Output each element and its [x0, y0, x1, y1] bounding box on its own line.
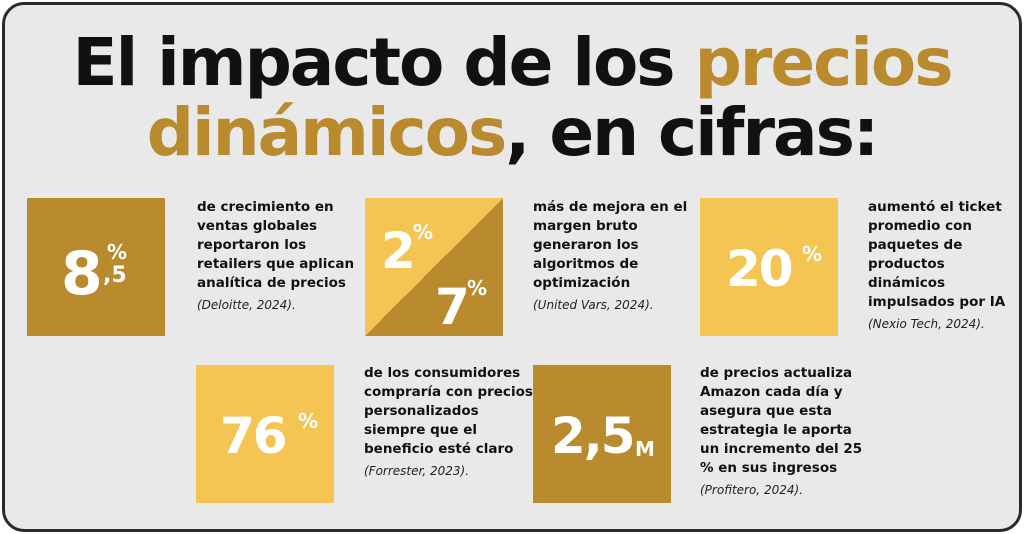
stat-description: de los consumidores compraría con precio… — [364, 364, 534, 481]
stat-source: (Deloitte, 2024). — [197, 298, 296, 312]
title-accent: precios — [694, 24, 954, 101]
stat-value: 20 — [726, 240, 794, 298]
stat-source: (United Vars, 2024). — [533, 298, 654, 312]
stat-description: de precios actualiza Amazon cada día y a… — [700, 364, 870, 500]
title-line-1: El impacto de los precios — [0, 30, 1024, 96]
stat-unit: % — [107, 240, 128, 264]
stat-box-76: 76 % — [196, 365, 334, 503]
title-text: , en cifras: — [505, 94, 879, 171]
stat-text: aumentó el ticket promedio con paquetes … — [868, 199, 1006, 310]
stat-description: aumentó el ticket promedio con paquetes … — [868, 198, 1018, 334]
stat-unit: % — [802, 242, 823, 266]
stat-description: más de mejora en el margen bruto generar… — [533, 198, 703, 315]
stat-value: 7 — [435, 278, 470, 336]
stat-source: (Forrester, 2023). — [364, 464, 470, 478]
title-text: El impacto de los — [72, 24, 695, 101]
stat-box-20: 20 % — [700, 198, 838, 336]
stat-value: 2 — [381, 222, 416, 280]
stat-box-8-5: 8 % ,5 — [27, 198, 165, 336]
stat-source: (Profitero, 2024). — [700, 483, 803, 497]
stat-text: de precios actualiza Amazon cada día y a… — [700, 365, 863, 476]
stat-source: (Nexio Tech, 2024). — [868, 317, 985, 331]
stat-description: de crecimiento en ventas globales report… — [197, 198, 367, 315]
stat-value: 2,5 — [551, 407, 636, 465]
stat-decimal: ,5 — [103, 263, 127, 288]
stat-value: 8 — [61, 239, 103, 309]
stat-unit: % — [467, 276, 488, 300]
stat-unit: M — [635, 437, 655, 461]
stat-box-2-5m: 2,5 M — [533, 365, 671, 503]
stat-text: de crecimiento en ventas globales report… — [197, 199, 355, 291]
stat-unit: % — [413, 220, 434, 244]
stat-text: más de mejora en el margen bruto generar… — [533, 199, 688, 291]
stat-value: 76 — [220, 407, 288, 465]
stat-box-2-7: 2 % 7 % — [365, 198, 503, 336]
title-line-2: dinámicos, en cifras: — [0, 100, 1024, 166]
title-accent: dinámicos — [146, 94, 508, 171]
stat-text: de los consumidores compraría con precio… — [364, 365, 533, 457]
stat-unit: % — [298, 409, 319, 433]
